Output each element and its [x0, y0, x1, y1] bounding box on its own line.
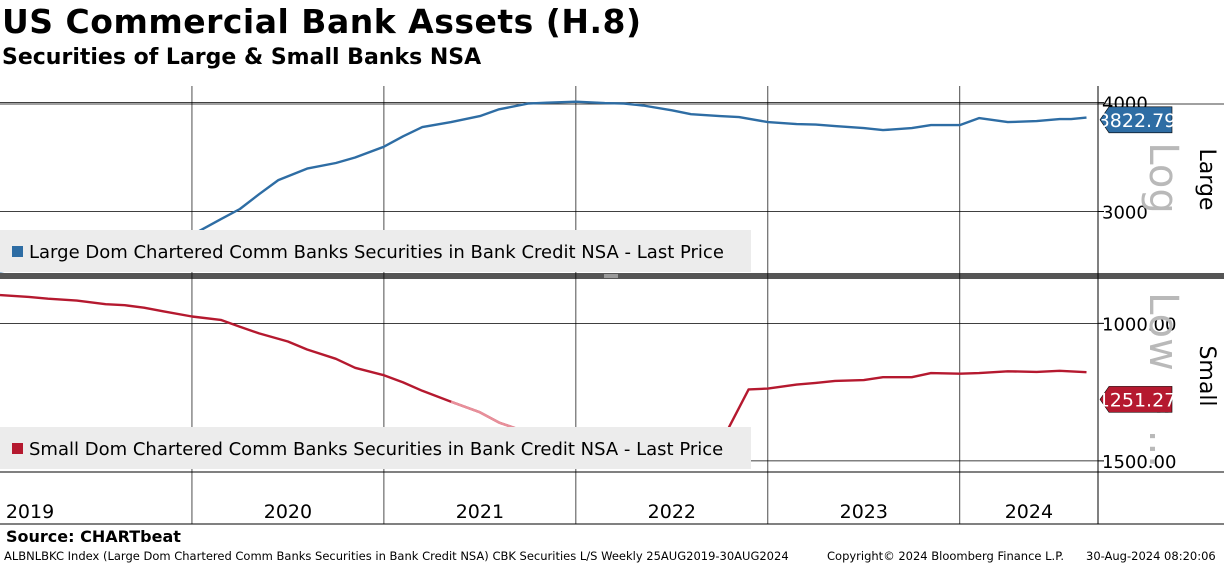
bottom-legend-swatch [12, 443, 23, 454]
top-panel-label: Large [1194, 149, 1219, 211]
x-tick-label-2020: 2020 [264, 501, 312, 523]
footer-timestamp: 30-Aug-2024 08:20:06 [1086, 549, 1216, 563]
source-label: Source: CHARTbeat [6, 527, 181, 546]
top-legend-box [0, 230, 751, 272]
top-legend-label: Large Dom Chartered Comm Banks Securitie… [29, 242, 724, 263]
bottom-y-tick-label: 1000.00 [1102, 314, 1176, 335]
bottom-panel-label: Small [1194, 345, 1219, 406]
bottom-legend-label: Small Dom Chartered Comm Banks Securitie… [29, 439, 723, 460]
x-tick-label-2021: 2021 [456, 501, 504, 523]
x-tick-label-2024: 2024 [1005, 501, 1053, 523]
x-tick-label-2023: 2023 [840, 501, 888, 523]
footer-index-desc: ALBNLBKC Index (Large Dom Chartered Comm… [4, 549, 789, 563]
x-tick-label-2022: 2022 [648, 501, 696, 523]
top-last-value-label: 3822.79 [1098, 110, 1177, 132]
bottom-scale-watermark: Low = ... [1140, 292, 1186, 468]
top-scale-watermark: Log [1140, 142, 1186, 213]
bottom-legend-box [0, 427, 751, 469]
x-tick-label-2019: 2019 [6, 501, 54, 523]
bottom-y-tick-label: 1500.00 [1102, 452, 1176, 473]
top-legend-swatch [12, 246, 23, 257]
top-last-value-tag [1099, 106, 1173, 134]
chart-subtitle: Securities of Large & Small Banks NSA [2, 45, 482, 70]
footer-copyright: Copyright© 2024 Bloomberg Finance L.P. [827, 549, 1064, 563]
top-y-tick-label: 3000 [1102, 203, 1148, 224]
bottom-last-value-label: 1251.27 [1098, 389, 1177, 411]
divider-grip [604, 274, 618, 278]
bottom-last-value-tag [1099, 386, 1173, 413]
chart-title: US Commercial Bank Assets (H.8) [2, 2, 642, 41]
